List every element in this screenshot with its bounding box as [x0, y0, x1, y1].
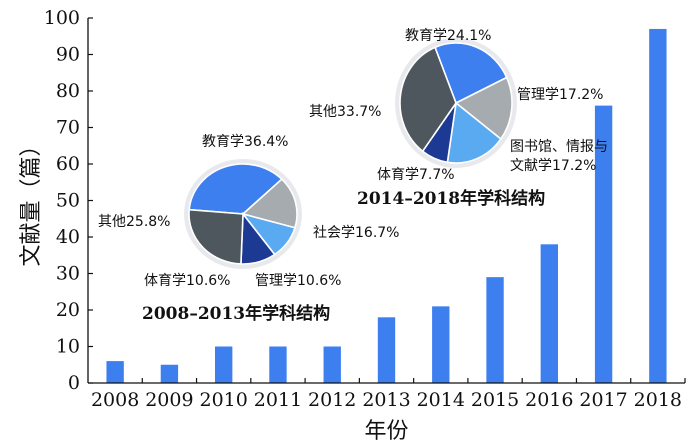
pie-label: 其他25.8% [98, 214, 170, 230]
bar-2009 [160, 364, 179, 383]
bar-2008 [106, 361, 124, 383]
pie-label: 管理学17.2% [517, 87, 603, 103]
bar-2014 [432, 306, 450, 383]
y-tick-label: 10 [56, 336, 80, 358]
bar-2011 [269, 346, 287, 383]
bar-2017 [594, 105, 613, 383]
pie-slice-社会学 [241, 178, 298, 229]
y-axis-title: 文献量（篇） [19, 134, 44, 266]
y-tick-label: 50 [56, 190, 80, 212]
y-tick-label: 100 [44, 7, 80, 29]
x-tick-label: 2008 [91, 389, 139, 411]
bar-2013 [377, 317, 396, 383]
pie-slice-其他 [188, 208, 244, 265]
y-tick-label: 40 [56, 226, 80, 248]
pie-slice-图书馆、情报与文献学 [446, 101, 502, 164]
x-tick-label: 2013 [362, 389, 410, 411]
pie-2008-2013: 教育学36.4% 社会学16.7% 管理学10.6% 体育学10.6% 其他25.8% 2… [98, 134, 399, 324]
pie-slice-教育学 [188, 163, 283, 215]
pie-title: 2008–2013年学科结构 [142, 303, 330, 324]
pie-label: 教育学36.4% [202, 134, 288, 150]
x-tick-label: 2010 [200, 389, 248, 411]
pie-slice-教育学 [434, 42, 508, 105]
x-tick-label: 2009 [145, 389, 193, 411]
y-tick-label: 0 [68, 372, 80, 394]
pie-label-line: 图书馆、情报与 [510, 139, 608, 155]
bar-2018 [649, 28, 667, 383]
x-tick-label: 2014 [417, 389, 465, 411]
x-tick-label: 2016 [525, 389, 573, 411]
bars-layer [106, 28, 667, 383]
pie-title: 2014–2018年学科结构 [357, 188, 545, 209]
x-axis-title: 年份 [364, 419, 408, 444]
y-tick-label: 90 [56, 44, 80, 66]
x-tick-label: 2012 [308, 389, 356, 411]
bar-2010 [214, 346, 233, 383]
pie-label: 体育学7.7% [377, 167, 455, 183]
y-tick-label: 80 [56, 80, 80, 102]
pie-label: 管理学10.6% [255, 273, 341, 289]
y-tick-label: 30 [56, 263, 80, 285]
pie-label: 社会学16.7% [313, 225, 399, 241]
pie-label: 其他33.7% [309, 104, 381, 120]
x-tick-label: 2018 [634, 389, 682, 411]
y-tick-label: 70 [56, 117, 80, 139]
pie-label: 体育学10.6% [144, 273, 230, 289]
pie-label-line: 文献学17.2% [510, 158, 596, 174]
pie-label: 教育学24.1% [405, 28, 491, 44]
axes-layer: 0 10 20 30 40 50 60 70 80 90 100 2008 2009 2010 2011 20… [19, 7, 686, 444]
pie-slice-管理学 [454, 76, 513, 141]
x-tick-label: 2015 [471, 389, 519, 411]
y-tick-label: 60 [56, 153, 80, 175]
bar-2012 [323, 346, 341, 383]
y-tick-label: 20 [56, 299, 80, 321]
pie-slice-其他 [399, 46, 457, 153]
x-tick-label: 2017 [579, 389, 627, 411]
bar-2016 [540, 244, 559, 383]
bar-2015 [486, 277, 504, 383]
x-tick-label: 2011 [254, 389, 302, 411]
